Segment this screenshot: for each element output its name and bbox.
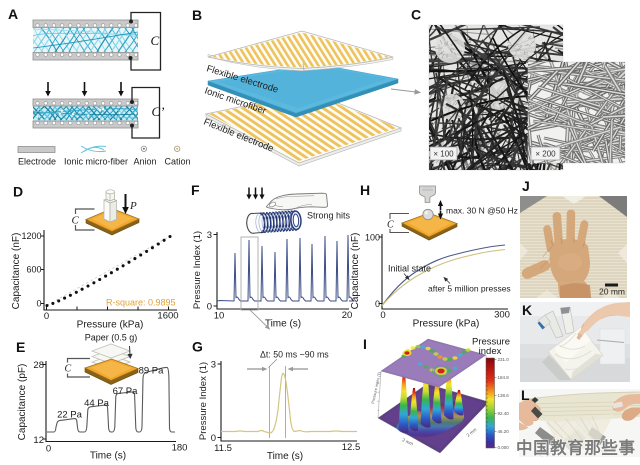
svg-text:89 Pa: 89 Pa	[139, 365, 165, 376]
svg-text:Time (s): Time (s)	[265, 319, 301, 330]
svg-text:J: J	[522, 178, 530, 194]
svg-text:0: 0	[211, 433, 216, 444]
svg-text:231.0: 231.0	[498, 357, 510, 362]
svg-text:Time (s): Time (s)	[90, 451, 126, 462]
svg-text:0.000: 0.000	[498, 445, 510, 450]
svg-text:Strong hits: Strong hits	[307, 211, 351, 221]
svg-text:100: 100	[365, 233, 380, 243]
svg-text:Pressure (kPa): Pressure (kPa)	[413, 319, 480, 330]
svg-text:3: 3	[211, 360, 216, 371]
svg-text:22 Pa: 22 Pa	[57, 410, 83, 421]
svg-text:index: index	[479, 346, 502, 357]
svg-text:0: 0	[44, 311, 49, 322]
svg-text:11.5: 11.5	[214, 443, 232, 454]
svg-text:1600: 1600	[157, 311, 178, 322]
svg-text:Paper (0.5 g): Paper (0.5 g)	[85, 333, 138, 343]
svg-text:2 mm: 2 mm	[466, 427, 478, 438]
svg-text:中国教育那些事: 中国教育那些事	[516, 438, 636, 458]
svg-text:after 5 million presses: after 5 million presses	[428, 284, 511, 294]
svg-text:0: 0	[380, 310, 385, 321]
svg-text:C: C	[65, 364, 72, 375]
svg-text:300: 300	[494, 310, 510, 321]
svg-text:138.6: 138.6	[498, 393, 510, 398]
svg-text:E: E	[16, 339, 25, 355]
svg-text:46.20: 46.20	[498, 429, 510, 434]
svg-text:Ionic micro-fiber: Ionic micro-fiber	[64, 157, 128, 167]
svg-text:0: 0	[207, 302, 212, 313]
svg-text:A: A	[8, 6, 18, 22]
svg-text:Capacitance (nF): Capacitance (nF)	[350, 233, 361, 310]
svg-text:C: C	[387, 220, 394, 231]
svg-text:Pressure: Pressure	[472, 337, 510, 348]
svg-text:H: H	[360, 182, 370, 198]
svg-text:Anion: Anion	[133, 157, 156, 167]
svg-text:G: G	[192, 339, 203, 355]
svg-text:28: 28	[33, 360, 44, 371]
svg-text:max. 30 N @50 Hz: max. 30 N @50 Hz	[446, 206, 518, 216]
svg-text:Δt: 50 ms ~90 ms: Δt: 50 ms ~90 ms	[260, 350, 329, 360]
svg-text:184.8: 184.8	[498, 375, 510, 380]
svg-text:Capacitance (pF): Capacitance (pF)	[17, 364, 28, 441]
svg-text:C: C	[72, 215, 80, 227]
svg-text:Cation: Cation	[164, 157, 190, 167]
svg-text:180: 180	[172, 443, 188, 454]
svg-text:1200: 1200	[21, 231, 41, 241]
svg-text:Time (s): Time (s)	[267, 451, 303, 462]
svg-text:0: 0	[36, 299, 41, 309]
svg-text:Electrode: Electrode	[18, 157, 56, 167]
svg-text:20: 20	[342, 310, 353, 321]
svg-text:P: P	[129, 200, 137, 212]
svg-text:0: 0	[375, 299, 380, 309]
svg-text:67 Pa: 67 Pa	[113, 386, 139, 397]
svg-text:10: 10	[214, 311, 225, 322]
svg-text:600: 600	[26, 265, 41, 275]
svg-text:K: K	[522, 302, 532, 318]
svg-text:Initial state: Initial state	[388, 264, 431, 274]
svg-text:× 100: × 100	[433, 150, 454, 159]
svg-text:F: F	[191, 182, 200, 198]
svg-text:× 200: × 200	[535, 150, 556, 159]
svg-text:Capacitance (nF): Capacitance (nF)	[11, 233, 22, 310]
svg-text:I: I	[363, 336, 367, 352]
svg-text:Pressure Index (1): Pressure Index (1)	[198, 362, 209, 440]
svg-text:R-square: 0.9895: R-square: 0.9895	[106, 298, 176, 308]
svg-text:D: D	[13, 184, 23, 200]
svg-text:44 Pa: 44 Pa	[84, 398, 110, 409]
svg-text:2 mm: 2 mm	[402, 437, 415, 446]
svg-text:Pressure index (1): Pressure index (1)	[370, 371, 382, 405]
svg-text:20 mm: 20 mm	[599, 287, 625, 297]
svg-text:Pressure (kPa): Pressure (kPa)	[77, 320, 144, 331]
svg-text:Pressure Index (1): Pressure Index (1)	[192, 231, 203, 309]
svg-text:0: 0	[46, 444, 51, 455]
svg-text:3: 3	[207, 230, 212, 241]
svg-text:B: B	[192, 7, 202, 23]
svg-text:L: L	[521, 387, 530, 403]
svg-text:92.40: 92.40	[498, 411, 510, 416]
svg-text:12: 12	[33, 435, 44, 446]
svg-text:C’: C’	[152, 104, 165, 119]
svg-text:12.5: 12.5	[342, 442, 361, 453]
svg-text:C: C	[151, 33, 160, 48]
svg-text:C: C	[411, 7, 421, 23]
